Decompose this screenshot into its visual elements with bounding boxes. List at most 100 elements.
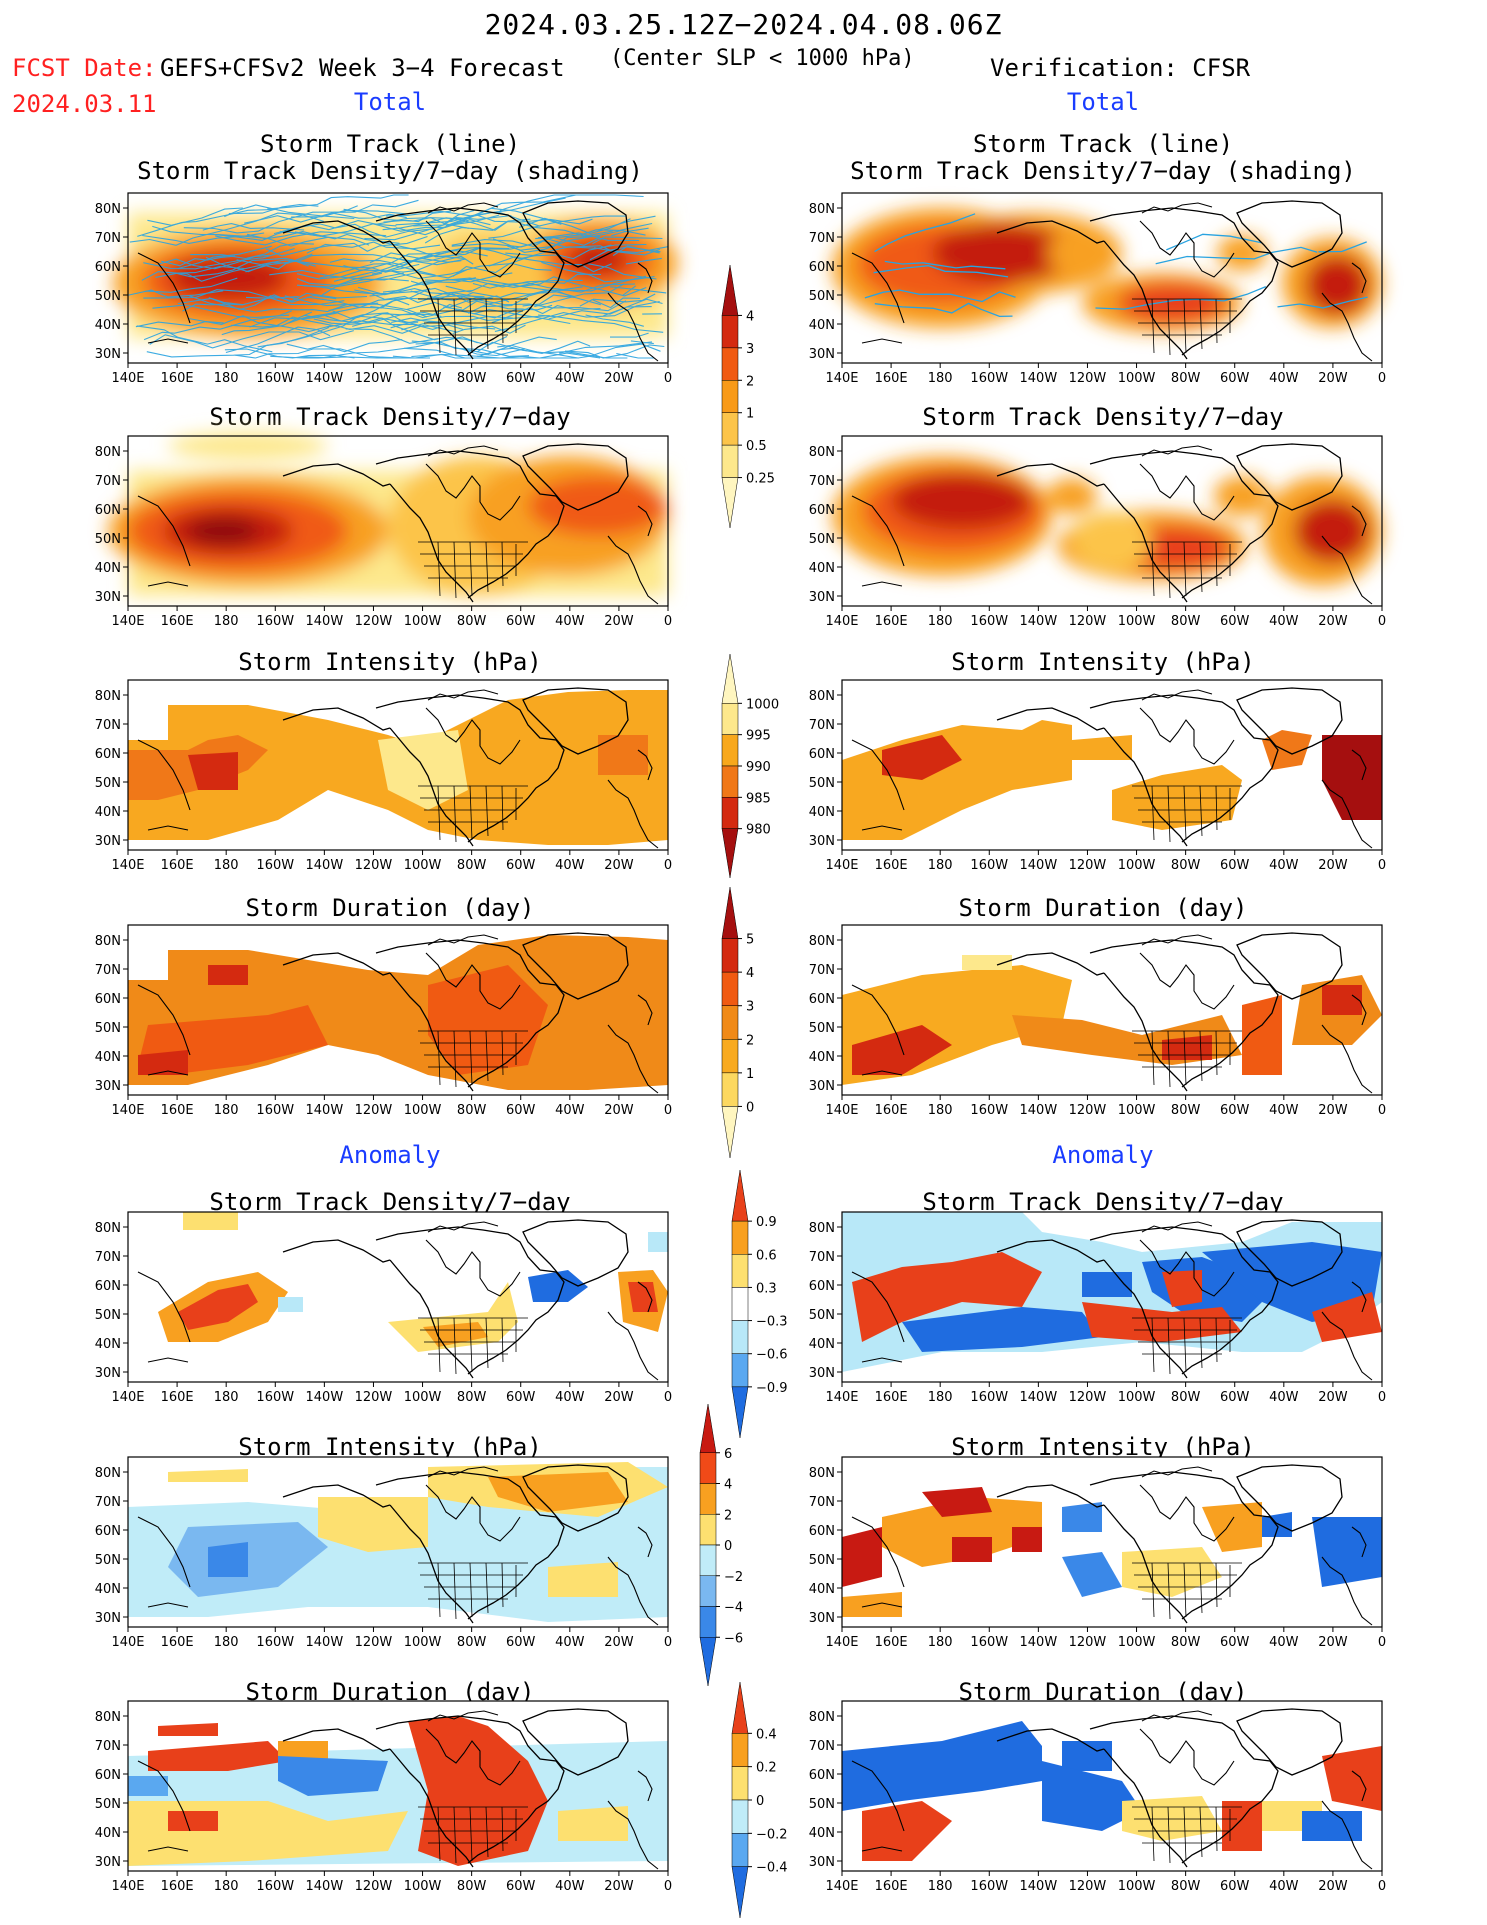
storm-track-line [304,303,463,324]
storm-track-line [135,321,224,328]
storm-track-line [864,289,1016,303]
storm-track-line [376,197,566,225]
storm-track-line [392,262,552,280]
lon-tick-label: 100W [404,1635,442,1650]
lon-tick-label: 160W [256,1390,294,1405]
storm-track-line [333,247,510,282]
colorbar-label: −0.4 [756,1861,788,1876]
lon-tick-label: 180 [214,858,239,873]
lon-tick-label: 40W [1269,1879,1299,1894]
lat-tick-label: 60N [95,1279,121,1294]
lat-tick-label: 30N [95,1366,121,1381]
colorbar-swatch [721,653,739,704]
lon-tick-label: 100W [404,1879,442,1894]
fcst-date-value: 2024.03.11 [12,90,157,118]
colorbar-label: −2 [724,1570,743,1585]
lon-tick-label: 120W [355,858,393,873]
lon-tick-label: 160E [875,1390,908,1405]
lon-tick-label: 60W [1220,614,1250,629]
lon-tick-label: 180 [928,858,953,873]
lon-tick-label: 80W [457,1635,487,1650]
lat-tick-label: 60N [95,260,121,275]
lat-tick-label: 50N [95,289,121,304]
lat-tick-label: 80N [95,1710,121,1725]
lon-tick-label: 80W [1171,614,1201,629]
lon-tick-label: 140W [306,1103,344,1118]
lat-tick-label: 70N [95,1495,121,1510]
colorbar-label: 0.3 [756,1281,777,1296]
lon-tick-label: 100W [404,858,442,873]
colorbar-swatch [721,1039,739,1074]
lat-tick-label: 30N [809,590,835,605]
lon-tick-label: 140E [825,371,858,386]
colorbar-label: 0.4 [756,1727,777,1742]
lon-tick-label: 160E [161,858,194,873]
lon-tick-label: 0 [1378,1879,1386,1894]
storm-track-line [499,194,644,212]
title-fc-anom-density: Storm Track Density/7−day [209,1188,571,1216]
lat-tick-label: 50N [95,1797,121,1812]
lat-tick-label: 60N [95,503,121,518]
colorbar-swatch [699,1483,717,1515]
lon-tick-label: 180 [928,1879,953,1894]
lon-tick-label: 80W [1171,1879,1201,1894]
colorbar-swatch [721,703,739,735]
lon-tick-label: 180 [214,614,239,629]
lon-tick-label: 80W [1171,858,1201,873]
lon-tick-label: 140E [111,858,144,873]
lon-tick-label: 140E [825,858,858,873]
title-fc-duration: Storm Duration (day) [245,894,535,922]
colorbar-label: 980 [746,823,771,838]
lon-tick-label: 20W [604,371,634,386]
colorbar-label: 6 [724,1447,732,1462]
storm-track-line [265,235,428,257]
lon-tick-label: 120W [1069,1390,1107,1405]
lat-tick-label: 50N [809,1021,835,1036]
storm-track-line [625,257,662,265]
colorbar-swatch [699,1544,717,1576]
storm-track-line [564,344,665,359]
colorbar-label: 0 [746,1100,754,1115]
lon-tick-label: 80W [1171,371,1201,386]
colorbar-label: 3 [746,1000,754,1015]
lon-tick-label: 20W [1318,371,1348,386]
storm-track-line [155,265,245,278]
panel-vf-intensity [842,680,1382,850]
lon-tick-label: 140W [1020,371,1058,386]
lat-tick-label: 70N [809,231,835,246]
storm-track-line [494,300,660,332]
lon-tick-label: 100W [1118,371,1156,386]
lon-tick-label: 60W [1220,1879,1250,1894]
storm-track-line [294,219,491,237]
title-vf-density: Storm Track Density/7−day [922,403,1284,431]
colorbar-swatch [731,1287,749,1321]
lon-tick-label: 40W [555,858,585,873]
storm-track-line [538,314,664,333]
lat-tick-label: 30N [95,1611,121,1626]
map-frame [127,192,669,364]
lon-tick-label: 160W [970,1390,1008,1405]
storm-track-line [257,315,419,348]
lat-tick-label: 70N [95,231,121,246]
storm-track-line [383,241,538,260]
lat-tick-label: 40N [809,805,835,820]
lat-tick-label: 70N [809,718,835,733]
lat-tick-label: 40N [809,561,835,576]
lon-tick-label: 40W [1269,1635,1299,1650]
lon-tick-label: 40W [555,1635,585,1650]
storm-track-line [874,302,1013,318]
lon-tick-label: 120W [1069,1879,1107,1894]
storm-track-line [390,314,550,329]
verification-label: Verification: CFSR [990,54,1251,82]
storm-track-line [445,273,602,293]
colorbar-swatch [731,1386,749,1439]
colorbar-swatch [699,1606,717,1638]
storm-track-line [369,278,583,297]
lat-tick-label: 60N [95,747,121,762]
colorbar-label: 2 [724,1508,732,1523]
lon-tick-label: 120W [355,1879,393,1894]
lat-tick-label: 60N [809,503,835,518]
colorbar-swatch [699,1575,717,1607]
lon-tick-label: 140W [1020,1390,1058,1405]
colorbar-swatch [699,1403,717,1453]
